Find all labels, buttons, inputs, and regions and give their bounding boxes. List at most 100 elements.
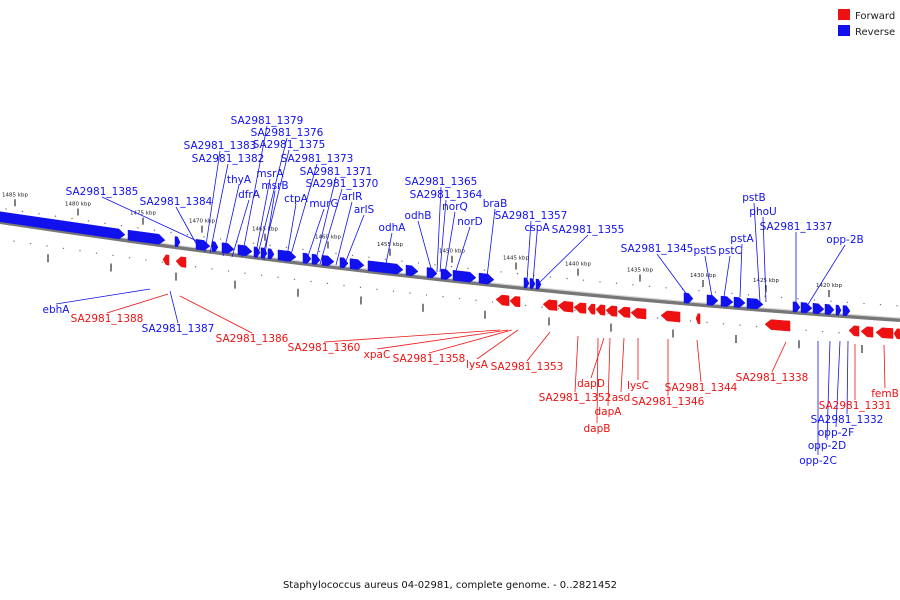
reverse-gene-arrow[interactable] xyxy=(367,260,404,275)
forward-gene-arrow[interactable] xyxy=(509,296,521,308)
reverse-gene-label[interactable]: SA2981_1382 xyxy=(192,153,265,165)
gene-arrows[interactable] xyxy=(0,211,900,340)
reverse-gene-label[interactable]: norQ xyxy=(442,201,468,213)
reverse-gene-label[interactable]: msrB xyxy=(261,180,288,192)
reverse-gene-arrow[interactable] xyxy=(127,229,166,245)
forward-gene-label[interactable]: dapB xyxy=(584,423,611,435)
reverse-gene-arrow[interactable] xyxy=(237,244,253,257)
forward-gene-arrow[interactable] xyxy=(630,307,647,320)
reverse-gene-arrow[interactable] xyxy=(842,305,851,317)
reverse-gene-label[interactable]: SA2981_1376 xyxy=(251,127,324,139)
reverse-gene-arrow[interactable] xyxy=(253,246,261,258)
reverse-gene-arrow[interactable] xyxy=(812,303,825,315)
reverse-gene-label[interactable]: odhA xyxy=(379,222,407,234)
forward-gene-arrow[interactable] xyxy=(495,294,510,307)
forward-gene-arrow[interactable] xyxy=(557,301,574,313)
reverse-gene-label[interactable]: pstA xyxy=(730,233,754,245)
forward-gene-label[interactable]: SA2981_1346 xyxy=(632,396,705,408)
gene-labels[interactable]: SA2981_1385SA2981_1384SA2981_1383SA2981_… xyxy=(43,115,899,467)
forward-gene-arrow[interactable] xyxy=(175,256,187,268)
reverse-gene-arrow[interactable] xyxy=(211,241,219,253)
reverse-gene-arrow[interactable] xyxy=(321,255,335,267)
reverse-gene-label[interactable]: cspA xyxy=(524,222,550,234)
reverse-gene-label[interactable]: thyA xyxy=(227,174,252,186)
forward-gene-label[interactable]: xpaC xyxy=(364,349,391,361)
reverse-gene-label[interactable]: ebhA xyxy=(43,304,71,316)
forward-gene-arrow[interactable] xyxy=(162,254,170,266)
reverse-gene-label[interactable]: pstC xyxy=(718,245,742,257)
forward-gene-arrow[interactable] xyxy=(860,326,874,338)
reverse-gene-label[interactable]: arlR xyxy=(342,191,363,203)
reverse-gene-label[interactable]: pstS xyxy=(694,245,717,257)
reverse-gene-arrow[interactable] xyxy=(302,252,312,264)
reverse-gene-label[interactable]: opp-2C xyxy=(799,455,837,467)
reverse-gene-label[interactable]: phoU xyxy=(749,206,776,218)
reverse-gene-label[interactable]: opp-2F xyxy=(818,427,854,439)
reverse-gene-arrow[interactable] xyxy=(277,249,297,262)
reverse-gene-label[interactable]: opp-2B xyxy=(826,234,863,246)
reverse-gene-arrow[interactable] xyxy=(478,272,495,285)
forward-gene-label[interactable]: lysA xyxy=(466,359,489,371)
reverse-gene-arrow[interactable] xyxy=(523,277,530,289)
reverse-gene-arrow[interactable] xyxy=(426,267,438,279)
reverse-gene-arrow[interactable] xyxy=(535,278,542,290)
forward-gene-label[interactable]: femB xyxy=(871,388,899,400)
reverse-gene-arrow[interactable] xyxy=(174,236,181,248)
reverse-gene-label[interactable]: opp-2D xyxy=(808,440,846,452)
reverse-gene-label[interactable]: SA2981_1370 xyxy=(306,178,379,190)
reverse-gene-label[interactable]: SA2981_1383 xyxy=(184,140,257,152)
reverse-gene-label[interactable]: SA2981_1387 xyxy=(142,323,215,335)
forward-gene-arrow[interactable] xyxy=(595,304,606,316)
reverse-gene-label[interactable]: dfrA xyxy=(238,189,261,201)
reverse-gene-arrow[interactable] xyxy=(746,297,764,310)
reverse-gene-label[interactable]: braB xyxy=(483,198,508,210)
reverse-gene-label[interactable]: SA2981_1384 xyxy=(140,196,213,208)
reverse-gene-label[interactable]: pstB xyxy=(742,192,765,204)
reverse-gene-label[interactable]: SA2981_1345 xyxy=(621,243,694,255)
reverse-gene-label[interactable]: SA2981_1332 xyxy=(811,414,884,426)
forward-gene-label[interactable]: SA2981_1360 xyxy=(288,342,361,354)
reverse-gene-arrow[interactable] xyxy=(0,211,126,240)
forward-gene-label[interactable]: dapA xyxy=(595,406,623,418)
forward-gene-arrow[interactable] xyxy=(542,299,558,311)
reverse-gene-arrow[interactable] xyxy=(683,292,694,304)
reverse-gene-label[interactable]: norD xyxy=(457,216,482,228)
forward-gene-label[interactable]: SA2981_1388 xyxy=(71,313,144,325)
reverse-gene-arrow[interactable] xyxy=(221,242,235,254)
reverse-gene-label[interactable]: SA2981_1375 xyxy=(253,139,326,151)
reverse-gene-label[interactable]: arlS xyxy=(354,204,375,216)
forward-gene-arrow[interactable] xyxy=(695,313,701,325)
reverse-gene-arrow[interactable] xyxy=(440,268,453,280)
reverse-gene-arrow[interactable] xyxy=(800,302,813,314)
reverse-gene-label[interactable]: SA2981_1371 xyxy=(300,166,373,178)
reverse-gene-arrow[interactable] xyxy=(339,257,349,269)
reverse-gene-label[interactable]: SA2981_1337 xyxy=(760,221,833,233)
reverse-gene-arrow[interactable] xyxy=(405,264,419,277)
forward-gene-arrow[interactable] xyxy=(617,306,631,318)
reverse-gene-arrow[interactable] xyxy=(824,303,835,315)
forward-gene-arrow[interactable] xyxy=(764,319,791,332)
forward-gene-arrow[interactable] xyxy=(893,328,900,340)
reverse-gene-arrow[interactable] xyxy=(792,301,801,313)
forward-gene-label[interactable]: asd xyxy=(612,392,631,404)
reverse-gene-label[interactable]: msrA xyxy=(256,168,284,180)
reverse-gene-arrow[interactable] xyxy=(349,258,365,270)
reverse-gene-label[interactable]: ctpA xyxy=(284,193,309,205)
reverse-gene-arrow[interactable] xyxy=(195,239,211,251)
reverse-gene-arrow[interactable] xyxy=(267,248,275,260)
reverse-gene-arrow[interactable] xyxy=(452,270,477,283)
reverse-gene-arrow[interactable] xyxy=(706,294,719,306)
forward-gene-arrow[interactable] xyxy=(573,302,587,314)
forward-gene-label[interactable]: SA2981_1338 xyxy=(736,372,809,384)
forward-gene-label[interactable]: SA2981_1353 xyxy=(491,361,564,373)
reverse-gene-label[interactable]: SA2981_1355 xyxy=(552,224,625,236)
reverse-gene-arrow[interactable] xyxy=(835,304,842,316)
reverse-gene-label[interactable]: SA2981_1373 xyxy=(281,153,354,165)
forward-gene-label[interactable]: SA2981_1358 xyxy=(393,353,466,365)
reverse-gene-arrow[interactable] xyxy=(529,278,536,289)
reverse-gene-arrow[interactable] xyxy=(733,296,746,308)
reverse-gene-label[interactable]: murG xyxy=(309,198,338,210)
forward-gene-arrow[interactable] xyxy=(848,325,860,337)
reverse-gene-arrow[interactable] xyxy=(260,247,268,259)
reverse-gene-label[interactable]: SA2981_1357 xyxy=(495,210,568,222)
